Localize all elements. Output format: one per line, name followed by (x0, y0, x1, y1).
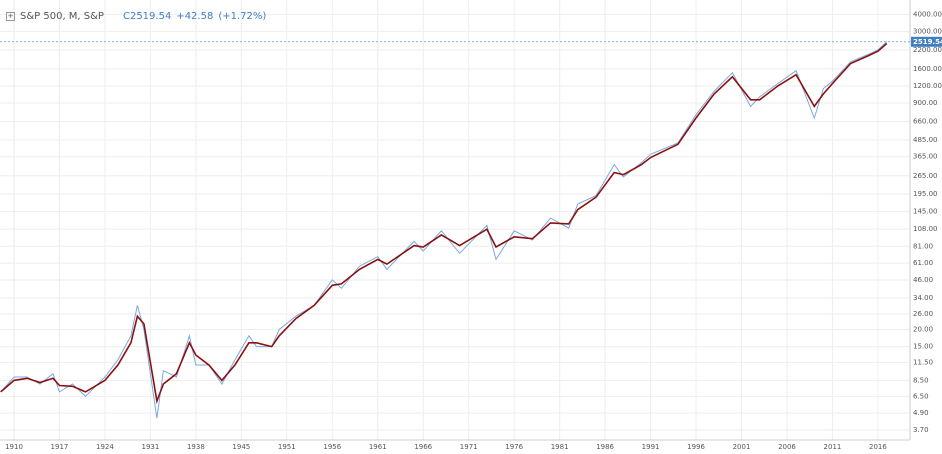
y-tick-label: 26.00 (913, 310, 933, 318)
x-tick-label: 1938 (187, 443, 205, 451)
y-tick-label: 81.00 (913, 242, 933, 250)
x-tick-label: 1991 (642, 443, 660, 451)
series-line (0, 42, 888, 405)
close: C2519.54 (122, 11, 172, 22)
y-tick-label: 3.70 (913, 426, 929, 434)
x-tick-label: 1924 (96, 443, 114, 451)
y-tick-label: 145.00 (913, 208, 938, 216)
x-tick-label: 1971 (460, 443, 478, 451)
x-tick-label: 1956 (323, 443, 341, 451)
y-tick-label: 3000.00 (913, 27, 942, 35)
y-tick-label: 11.50 (913, 358, 933, 366)
y-tick-label: 6.50 (913, 392, 929, 400)
y-tick-label: 108.00 (913, 225, 938, 233)
x-tick-label: 2001 (733, 443, 751, 451)
y-tick-label: 365.00 (913, 153, 938, 161)
y-tick-label: 2200.00 (913, 46, 942, 54)
expand-icon[interactable]: + (6, 12, 15, 21)
y-tick-label: 900.00 (913, 99, 938, 107)
x-tick-label: 1976 (505, 443, 523, 451)
y-tick-label: 485.00 (913, 136, 938, 144)
y-tick-label: 195.00 (913, 190, 938, 198)
y-tick-label: 660.00 (913, 117, 938, 125)
x-tick-label: 2016 (869, 443, 887, 451)
header: + S&P 500, M, S&P C2519.54 +42.58 (+1.72… (6, 11, 266, 22)
y-tick-label: 1600.00 (913, 65, 942, 73)
x-tick-label: 1931 (141, 443, 159, 451)
x-tick-label: 1910 (5, 443, 23, 451)
symbol[interactable]: S&P 500, M, S&P (20, 11, 104, 22)
y-tick-label: 46.00 (913, 276, 933, 284)
x-tick-label: 1961 (369, 443, 387, 451)
y-tick-label: 15.00 (913, 343, 933, 351)
x-tick-label: 2006 (778, 443, 796, 451)
change-pct: (+1.72%) (218, 11, 267, 22)
x-tick-label: 2011 (824, 443, 842, 451)
y-tick-label: 8.50 (913, 376, 929, 384)
change: +42.58 (176, 11, 214, 22)
y-tick-label: 20.00 (913, 325, 933, 333)
y-tick-label: 265.00 (913, 172, 938, 180)
y-tick-label: 1200.00 (913, 82, 942, 90)
y-tick-label: 4000.00 (913, 10, 942, 18)
last-price-badge (911, 36, 942, 47)
y-tick-label: 4.90 (913, 409, 929, 417)
last-price-label: 2519.54 (913, 38, 942, 46)
x-tick-label: 1945 (232, 443, 250, 451)
y-tick-label: 61.00 (913, 259, 933, 267)
x-tick-label: 1986 (596, 443, 614, 451)
y-tick-label: 34.00 (913, 294, 933, 302)
plot-background (0, 0, 910, 440)
x-tick-label: 1966 (414, 443, 432, 451)
x-tick-label: 1917 (51, 443, 69, 451)
x-tick-label: 1996 (687, 443, 705, 451)
x-tick-label: 1951 (278, 443, 296, 451)
x-tick-label: 1981 (551, 443, 569, 451)
series-line (0, 41, 888, 419)
